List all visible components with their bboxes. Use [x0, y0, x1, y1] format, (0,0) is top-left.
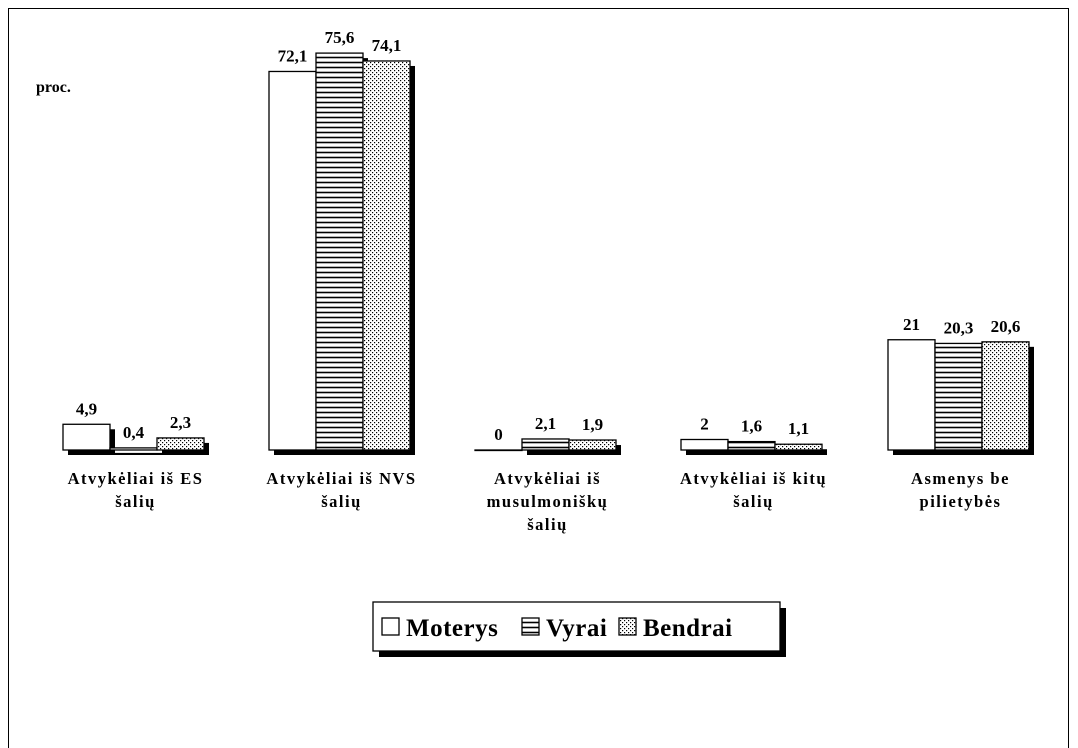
legend-box [372, 601, 781, 652]
chart-svg: proc. 4,9 0,4 2,3 72,1 75,6 74,1 0 2,1 1,9 2 1,6 1,… [36, 28, 1034, 657]
category-labels: Atvykėliai iš ES šalių Atvykėliai iš NVS ša… [68, 469, 1010, 534]
bar-bendrai-1 [362, 60, 411, 451]
bar-bendrai-3 [774, 443, 823, 451]
data-label-bendrai-0: 2,3 [170, 413, 191, 432]
chart-frame [8, 8, 1069, 748]
legend-label-bendrai: Bendrai [643, 615, 733, 642]
bar-moterys-4 [887, 339, 936, 451]
bar-moterys-1 [268, 70, 317, 451]
bar-shadow-vyrai-0 [115, 452, 162, 455]
bar-bendrai-0 [156, 437, 205, 451]
bar-shadow-vyrai-3 [733, 446, 780, 455]
data-label-vyrai-1: 75,6 [325, 28, 355, 47]
category-label-0-line-1: šalių [115, 492, 156, 511]
data-label-moterys-4: 21 [903, 315, 920, 334]
y-unit-label: proc. [36, 79, 71, 96]
legend: Moterys Vyrai Bendrai [372, 601, 786, 657]
data-label-vyrai-3: 1,6 [741, 417, 762, 436]
category-label-0-line-0: Atvykėliai iš ES [68, 469, 204, 488]
data-label-moterys-0: 4,9 [76, 399, 97, 418]
category-label-4-line-0: Asmenys be [911, 469, 1010, 488]
data-label-moterys-1: 72,1 [278, 46, 308, 65]
labels-layer: 4,9 0,4 2,3 72,1 75,6 74,1 0 2,1 1,9 2 1,6 1,1 21 20,… [76, 28, 1021, 444]
bar-moterys-3 [680, 438, 729, 451]
data-label-bendrai-2: 1,9 [582, 415, 603, 434]
legend-swatch-bendrai [618, 617, 637, 636]
bar-vyrai-2 [521, 438, 570, 451]
legend-swatch-vyrai [521, 617, 540, 636]
bars-layer [62, 52, 1034, 455]
bar-bendrai-2 [568, 439, 617, 451]
data-label-bendrai-3: 1,1 [788, 419, 809, 438]
legend-label-moterys: Moterys [406, 615, 498, 642]
bar-moterys-0 [62, 423, 111, 451]
category-label-3-line-1: šalių [733, 492, 774, 511]
legend-label-vyrai: Vyrai [546, 615, 607, 642]
category-label-4-line-1: pilietybės [920, 492, 1002, 511]
data-label-vyrai-4: 20,3 [944, 318, 974, 337]
bar-vyrai-4 [934, 342, 983, 451]
bar-vyrai-3 [727, 440, 776, 451]
data-label-bendrai-1: 74,1 [372, 36, 402, 55]
bar-vyrai-1 [315, 52, 364, 451]
category-label-1-line-0: Atvykėliai iš NVS [266, 469, 416, 488]
category-label-2-line-2: šalių [527, 515, 568, 534]
category-label-1-line-1: šalių [321, 492, 362, 511]
category-label-3-line-0: Atvykėliai iš kitų [680, 469, 827, 488]
data-label-bendrai-4: 20,6 [991, 317, 1021, 336]
data-label-moterys-3: 2 [700, 415, 709, 434]
data-label-vyrai-2: 2,1 [535, 414, 556, 433]
category-label-2-line-0: Atvykėliai iš [494, 469, 601, 488]
data-label-vyrai-0: 0,4 [123, 423, 145, 442]
bar-shadow-bendrai-3 [780, 449, 827, 455]
bar-bendrai-4 [981, 341, 1030, 451]
category-label-2-line-1: musulmoniškų [487, 492, 609, 511]
data-label-moterys-2: 0 [494, 425, 503, 444]
legend-swatch-moterys [381, 617, 400, 636]
